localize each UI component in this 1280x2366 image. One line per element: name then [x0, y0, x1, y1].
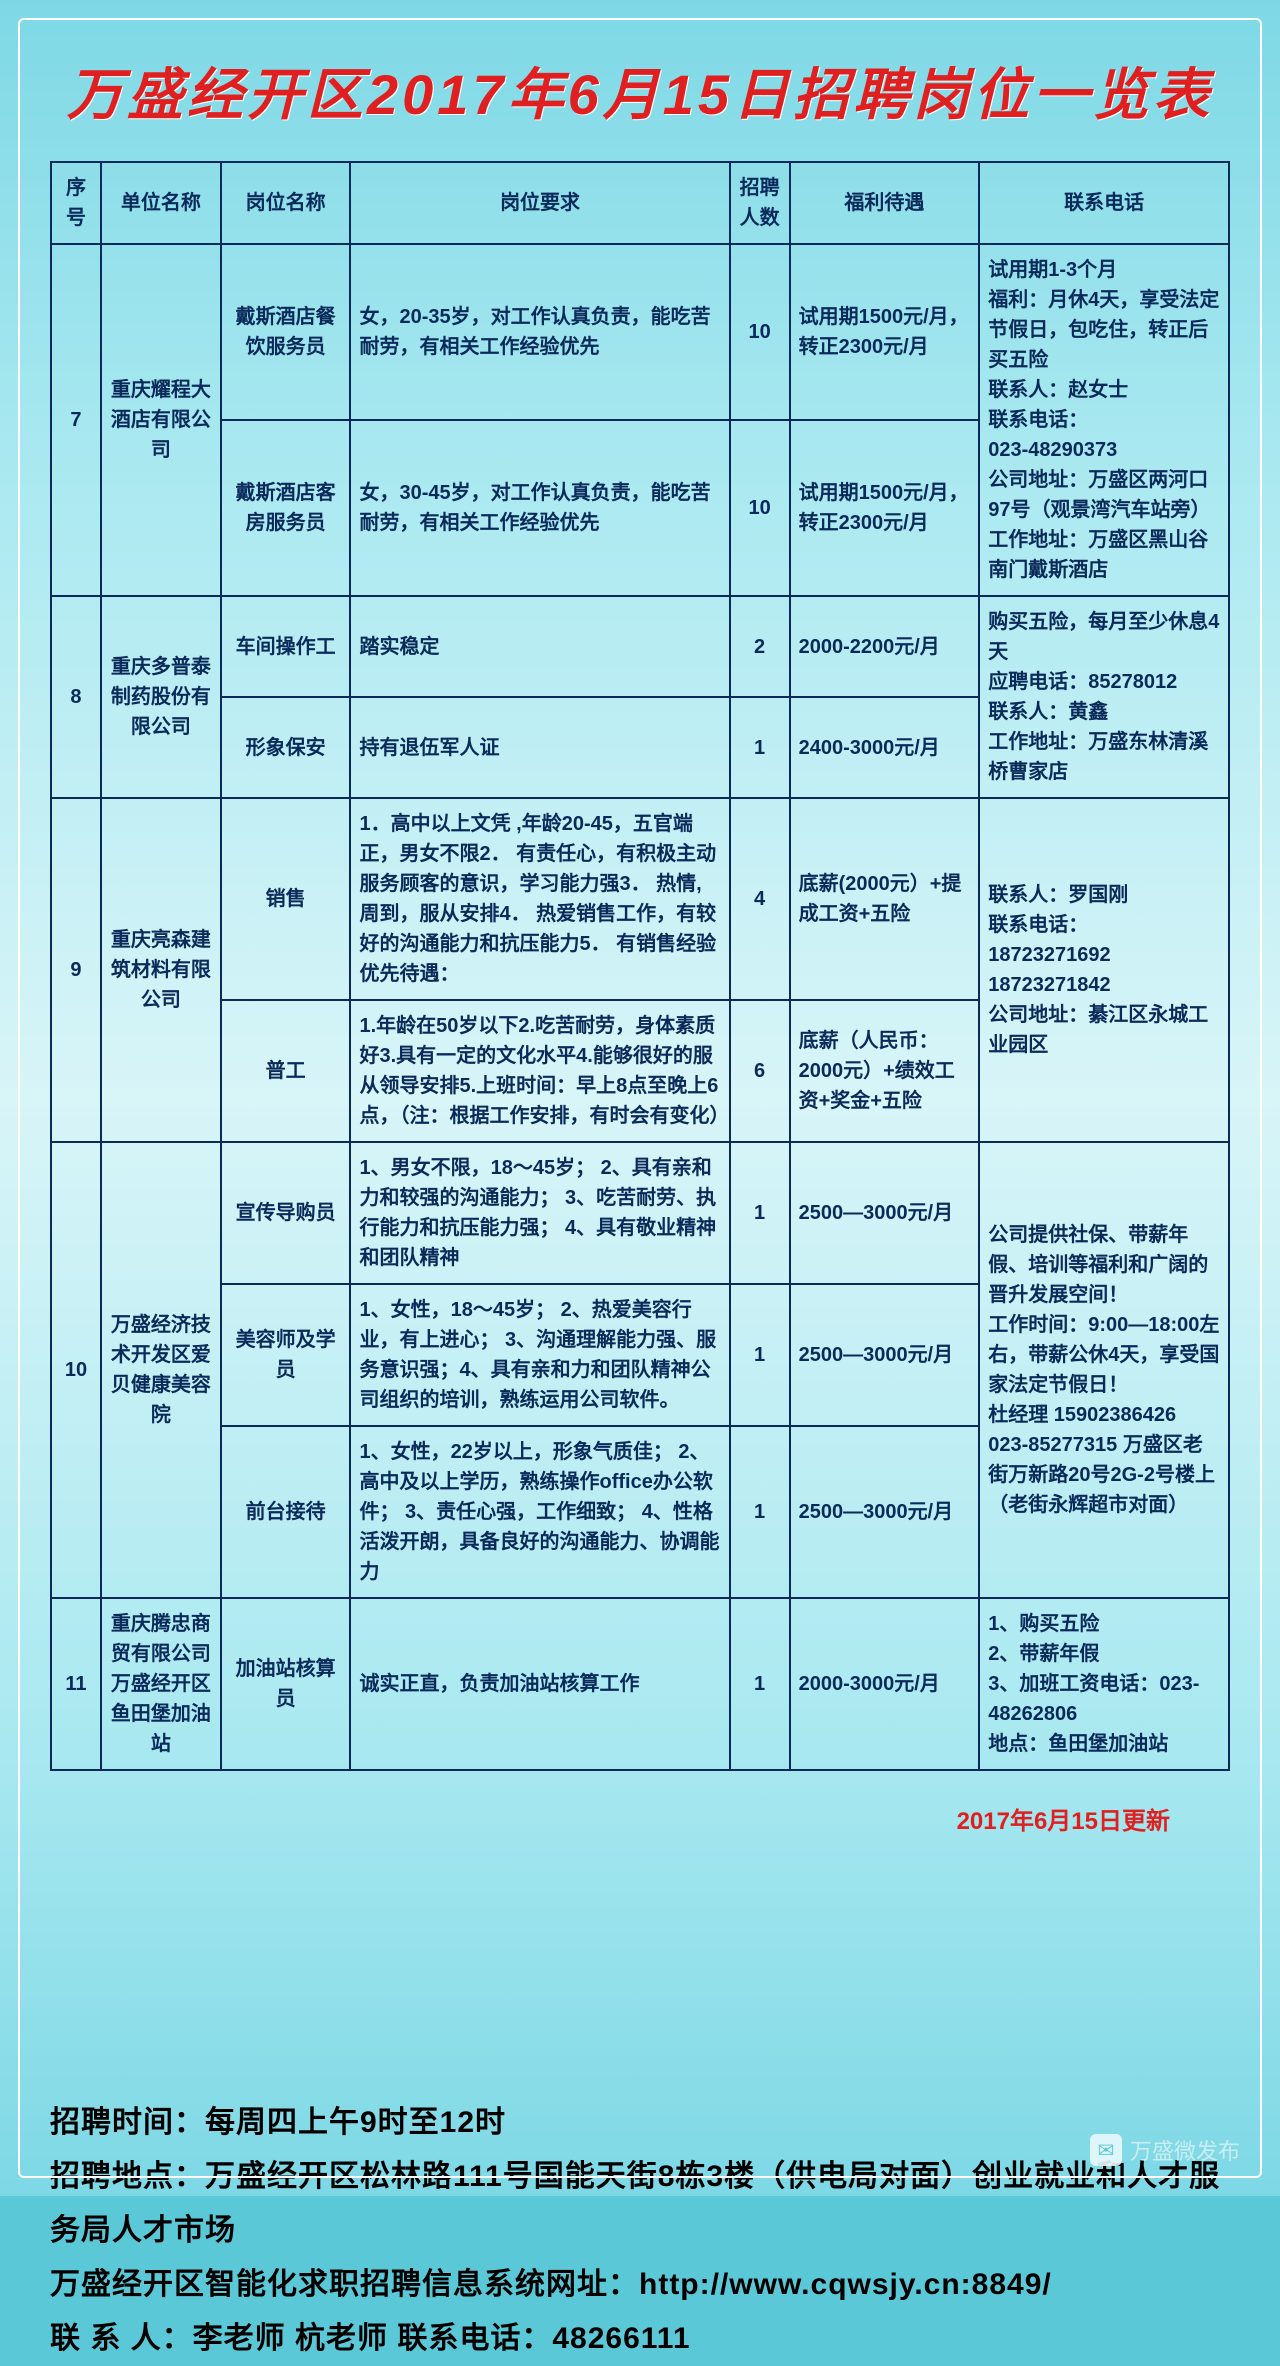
cell-company: 重庆亮森建筑材料有限公司	[101, 798, 221, 1142]
cell-requirement: 踏实稳定	[350, 596, 729, 697]
watermark: ✉ 万盛微发布	[1090, 2134, 1240, 2166]
poster-page: 万盛经开区2017年6月15日招聘岗位一览表 序号 单位名称 岗位名称 岗位要求…	[0, 0, 1280, 2196]
col-position: 岗位名称	[221, 162, 351, 244]
update-date: 2017年6月15日更新	[50, 1801, 1170, 1836]
cell-salary: 2500—3000元/月	[790, 1284, 980, 1426]
cell-seq: 10	[51, 1142, 101, 1598]
job-table: 序号 单位名称 岗位名称 岗位要求 招聘人数 福利待遇 联系电话 7重庆耀程大酒…	[50, 161, 1230, 1771]
cell-count: 1	[730, 1142, 790, 1284]
cell-count: 10	[730, 244, 790, 420]
cell-salary: 试用期1500元/月，转正2300元/月	[790, 420, 980, 596]
cell-salary: 底薪(2000元）+提成工资+五险	[790, 798, 980, 1000]
cell-count: 1	[730, 1598, 790, 1770]
cell-salary: 2500—3000元/月	[790, 1426, 980, 1598]
cell-position: 普工	[221, 1000, 351, 1142]
cell-salary: 2400-3000元/月	[790, 697, 980, 798]
cell-count: 4	[730, 798, 790, 1000]
cell-contact: 联系人：罗国刚 联系电话： 18723271692 18723271842 公司…	[979, 798, 1229, 1142]
cell-position: 车间操作工	[221, 596, 351, 697]
cell-count: 1	[730, 1426, 790, 1598]
cell-requirement: 诚实正直，负责加油站核算工作	[350, 1598, 729, 1770]
cell-seq: 11	[51, 1598, 101, 1770]
table-row: 7重庆耀程大酒店有限公司戴斯酒店餐饮服务员女，20-35岁，对工作认真负责，能吃…	[51, 244, 1229, 420]
cell-seq: 8	[51, 596, 101, 798]
table-row: 8重庆多普泰制药股份有限公司车间操作工踏实稳定22000-2200元/月购买五险…	[51, 596, 1229, 697]
table-row: 9重庆亮森建筑材料有限公司销售1．高中以上文凭 ,年龄20-45，五官端正，男女…	[51, 798, 1229, 1000]
col-salary: 福利待遇	[790, 162, 980, 244]
cell-position: 加油站核算员	[221, 1598, 351, 1770]
table-row: 11重庆腾忠商贸有限公司万盛经开区鱼田堡加油站加油站核算员诚实正直，负责加油站核…	[51, 1598, 1229, 1770]
cell-requirement: 女，30-45岁，对工作认真负责，能吃苦耐劳，有相关工作经验优先	[350, 420, 729, 596]
cell-count: 1	[730, 697, 790, 798]
cell-salary: 2000-3000元/月	[790, 1598, 980, 1770]
col-req: 岗位要求	[350, 162, 729, 244]
cell-requirement: 1．高中以上文凭 ,年龄20-45，五官端正，男女不限2． 有责任心，有积极主动…	[350, 798, 729, 1000]
footer-line: 招聘时间：每周四上午9时至12时	[50, 2096, 1230, 2150]
cell-requirement: 1、女性，22岁以上，形象气质佳； 2、高中及以上学历，熟练操作office办公…	[350, 1426, 729, 1598]
cell-salary: 2500—3000元/月	[790, 1142, 980, 1284]
page-title: 万盛经开区2017年6月15日招聘岗位一览表	[50, 50, 1230, 131]
cell-contact: 购买五险，每月至少休息4天 应聘电话：85278012 联系人：黄鑫 工作地址：…	[979, 596, 1229, 798]
col-company: 单位名称	[101, 162, 221, 244]
cell-contact: 1、购买五险 2、带薪年假 3、加班工资电话：023-48262806 地点：鱼…	[979, 1598, 1229, 1770]
table-row: 10万盛经济技术开发区爱贝健康美容院宣传导购员1、男女不限，18～45岁； 2、…	[51, 1142, 1229, 1284]
cell-count: 6	[730, 1000, 790, 1142]
cell-seq: 7	[51, 244, 101, 596]
cell-position: 销售	[221, 798, 351, 1000]
cell-count: 10	[730, 420, 790, 596]
footer-line: 联 系 人：李老师 杭老师 联系电话：48266111	[50, 2312, 1230, 2366]
cell-position: 前台接待	[221, 1426, 351, 1598]
wechat-icon: ✉	[1090, 2134, 1122, 2166]
cell-position: 戴斯酒店客房服务员	[221, 420, 351, 596]
cell-requirement: 1.年龄在50岁以下2.吃苦耐劳，身体素质好3.具有一定的文化水平4.能够很好的…	[350, 1000, 729, 1142]
cell-count: 1	[730, 1284, 790, 1426]
cell-company: 重庆耀程大酒店有限公司	[101, 244, 221, 596]
cell-requirement: 1、女性，18～45岁； 2、热爱美容行业，有上进心； 3、沟通理解能力强、服务…	[350, 1284, 729, 1426]
footer-line: 招聘地点：万盛经开区松林路111号国能天街8栋3楼（供电局对面）创业就业和人才服…	[50, 2150, 1230, 2258]
cell-position: 形象保安	[221, 697, 351, 798]
table-header-row: 序号 单位名称 岗位名称 岗位要求 招聘人数 福利待遇 联系电话	[51, 162, 1229, 244]
footer-line: 万盛经开区智能化求职招聘信息系统网址：http://www.cqwsjy.cn:…	[50, 2258, 1230, 2312]
footer-block: 招聘时间：每周四上午9时至12时 招聘地点：万盛经开区松林路111号国能天街8栋…	[50, 2096, 1230, 2366]
cell-contact: 公司提供社保、带薪年假、培训等福利和广阔的晋升发展空间！ 工作时间：9:00—1…	[979, 1142, 1229, 1598]
cell-salary: 2000-2200元/月	[790, 596, 980, 697]
cell-count: 2	[730, 596, 790, 697]
cell-company: 万盛经济技术开发区爱贝健康美容院	[101, 1142, 221, 1598]
cell-contact: 试用期1-3个月 福利：月休4天，享受法定节假日，包吃住，转正后买五险 联系人：…	[979, 244, 1229, 596]
cell-requirement: 1、男女不限，18～45岁； 2、具有亲和力和较强的沟通能力； 3、吃苦耐劳、执…	[350, 1142, 729, 1284]
col-count: 招聘人数	[730, 162, 790, 244]
col-contact: 联系电话	[979, 162, 1229, 244]
cell-position: 宣传导购员	[221, 1142, 351, 1284]
cell-position: 美容师及学员	[221, 1284, 351, 1426]
cell-requirement: 持有退伍军人证	[350, 697, 729, 798]
col-seq: 序号	[51, 162, 101, 244]
cell-requirement: 女，20-35岁，对工作认真负责，能吃苦耐劳，有相关工作经验优先	[350, 244, 729, 420]
watermark-text: 万盛微发布	[1130, 2134, 1240, 2166]
cell-position: 戴斯酒店餐饮服务员	[221, 244, 351, 420]
cell-seq: 9	[51, 798, 101, 1142]
cell-salary: 试用期1500元/月，转正2300元/月	[790, 244, 980, 420]
cell-company: 重庆多普泰制药股份有限公司	[101, 596, 221, 798]
cell-salary: 底薪（人民币：2000元）+绩效工资+奖金+五险	[790, 1000, 980, 1142]
cell-company: 重庆腾忠商贸有限公司万盛经开区鱼田堡加油站	[101, 1598, 221, 1770]
